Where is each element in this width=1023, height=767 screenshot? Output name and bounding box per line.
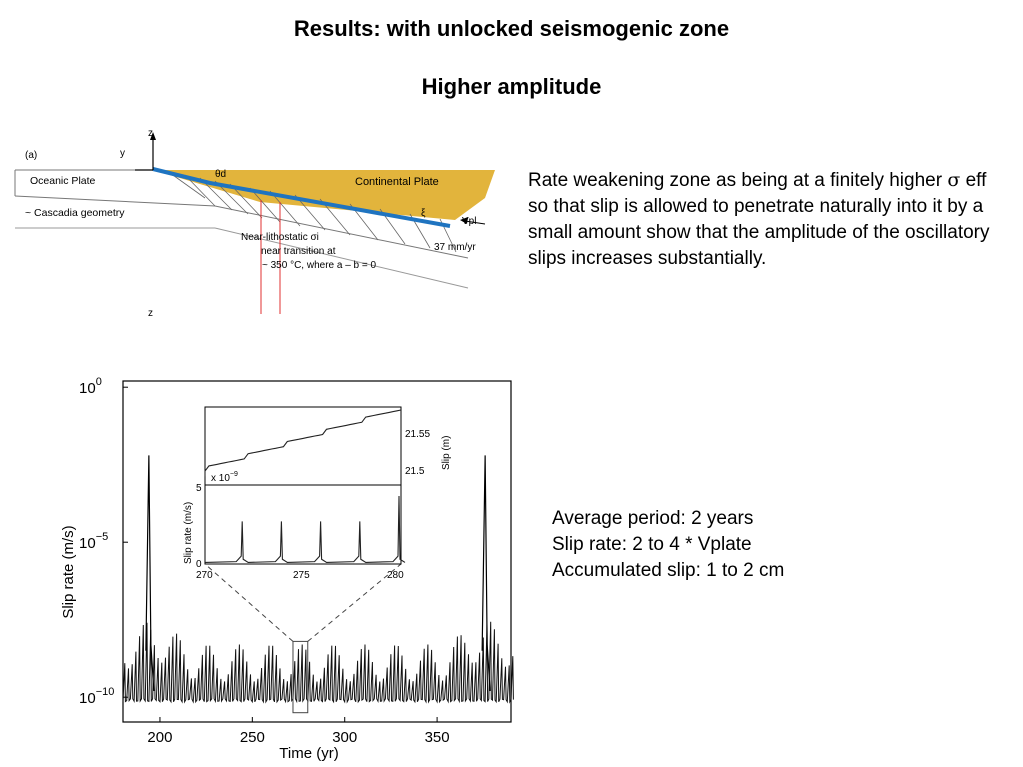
z-axis-label: z bbox=[148, 128, 153, 139]
inset-rate-tick-1: 5 bbox=[196, 483, 202, 494]
slip-rate: Slip rate: 2 to 4 * Vplate bbox=[552, 534, 752, 555]
panel-label: (a) bbox=[25, 150, 37, 161]
slide-subtitle: Higher amplitude bbox=[421, 74, 602, 99]
inset-x-tick-2: 275 bbox=[293, 570, 310, 581]
theta-label: θd bbox=[215, 169, 226, 180]
sigma-symbol: σ bbox=[947, 169, 961, 191]
continental-plate-label: Continental Plate bbox=[355, 176, 439, 188]
accumulated-slip: Accumulated slip: 1 to 2 cm bbox=[552, 560, 785, 581]
cascadia-label: ~ Cascadia geometry bbox=[25, 207, 125, 219]
zoom-leader-left bbox=[204, 563, 294, 642]
x-tick-label: 350 bbox=[425, 729, 450, 746]
y-tick-label: 10−10 bbox=[79, 686, 114, 707]
x-tick-label: 200 bbox=[147, 729, 172, 746]
description-text: Rate weakening zone as being at a finite… bbox=[528, 169, 990, 269]
plate-interface-line bbox=[152, 167, 451, 228]
transition-label-1: Near-lithostatic σi bbox=[241, 232, 319, 243]
oceanic-plate-label: Oceanic Plate bbox=[30, 175, 96, 187]
xi-label: ξ bbox=[421, 208, 426, 219]
inset-multiplier: x 10−9 bbox=[211, 471, 238, 484]
zoom-leader-right bbox=[307, 563, 402, 642]
transition-label-2: near transition at bbox=[261, 246, 336, 257]
y-tick-label: 10−5 bbox=[79, 531, 108, 552]
inset-rate-curve bbox=[204, 496, 406, 563]
inset-x-tick-3: 280 bbox=[387, 570, 404, 581]
inset-rate-frame bbox=[204, 484, 402, 565]
rate-label: 37 mm/yr bbox=[434, 242, 476, 253]
y-axis-label: Slip rate (m/s) bbox=[60, 525, 77, 618]
inset-x-tick-1: 270 bbox=[196, 570, 213, 581]
plot-frame bbox=[122, 380, 512, 723]
transition-label-3: ~ 350 °C, where a – b = 0 bbox=[262, 260, 377, 271]
y-tick-label: 100 bbox=[79, 376, 102, 397]
inset-rate-label: Slip rate (m/s) bbox=[183, 502, 194, 564]
average-period: Average period: 2 years bbox=[552, 508, 754, 529]
y-axis-label: y bbox=[120, 148, 125, 159]
continental-plate-shape bbox=[153, 170, 495, 220]
large-slip-event bbox=[145, 455, 155, 692]
stats-block: Average period: 2 years Slip rate: 2 to … bbox=[552, 506, 972, 584]
inset-slip-tick-2: 21.5 bbox=[405, 466, 425, 477]
vpl-label: Vpl bbox=[462, 216, 476, 227]
fault-geometry-figure: (a) z y z θd Oceanic Plate ~ Cascadia ge… bbox=[14, 128, 495, 318]
inset-slip-curve bbox=[204, 409, 402, 477]
inset-slip-tick-1: 21.55 bbox=[405, 429, 430, 440]
z-bottom-label: z bbox=[148, 308, 153, 318]
inset-slip-label: Slip (m) bbox=[441, 436, 452, 470]
x-tick-label: 250 bbox=[240, 729, 265, 746]
slip-rate-oscillations bbox=[122, 621, 514, 704]
inset-rate-tick-2: 0 bbox=[196, 559, 202, 570]
slide-title: Results: with unlocked seismogenic zone bbox=[293, 16, 730, 41]
highlight-window bbox=[292, 640, 309, 714]
x-axis-label: Time (yr) bbox=[279, 745, 338, 762]
x-tick-label: 300 bbox=[332, 729, 357, 746]
large-slip-event bbox=[481, 455, 491, 692]
